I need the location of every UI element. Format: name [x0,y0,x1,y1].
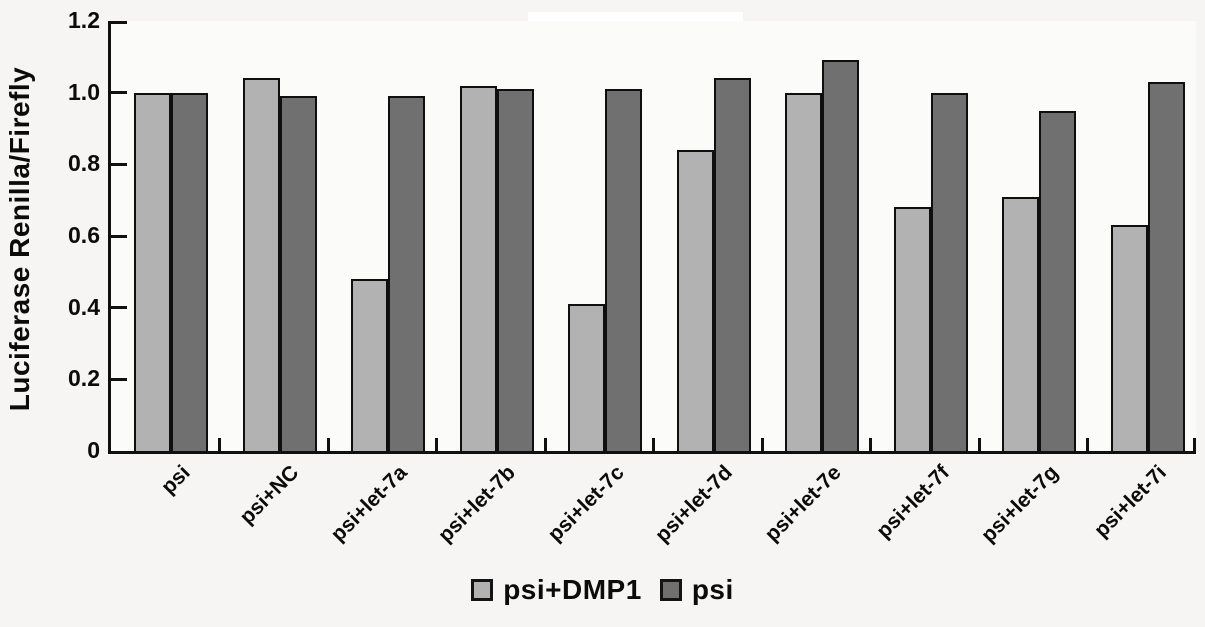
bar-psi-dmp1-psi-nc [242,78,280,451]
x-label-psi-nc: psi+NC [235,461,304,529]
x-label-psi-let-7e: psi+let-7e [760,461,846,547]
bar-psi-psi-let-7a [388,96,426,451]
x-label-psi: psi [156,461,195,499]
legend-label-psi: psi [691,574,734,605]
bar-psi-dmp1-psi [134,92,172,451]
x-tick-8 [977,438,981,451]
bar-psi-psi [171,92,209,451]
x-label-psi-let-7b: psi+let-7b [434,461,521,548]
plot-area [108,21,1196,454]
y-tick-label-0.4: 0.4 [68,293,100,320]
bar-psi-dmp1-psi-let-7a [351,279,389,451]
bar-psi-dmp1-psi-let-7c [568,304,606,451]
y-tick-label-0.6: 0.6 [68,222,100,248]
y-tick-label-1.2: 1.2 [68,7,100,33]
y-tick-1.2 [111,21,127,24]
x-label-psi-let-7d: psi+let-7d [651,461,738,548]
x-label-psi-let-7g: psi+let-7g [976,461,1063,548]
bar-psi-dmp1-psi-let-7b [459,85,497,451]
bar-psi-psi-let-7e [822,60,860,451]
x-label-psi-let-7i: psi+let-7i [1089,461,1172,543]
y-tick-0.6 [111,234,127,238]
x-tick-10 [1193,438,1196,451]
bar-psi-dmp1-psi-let-7g [1002,196,1040,451]
y-tick-1.0 [111,91,127,95]
y-tick-0.8 [111,162,127,166]
y-tick-label-0: 0 [87,437,100,463]
x-tick-2 [326,438,330,451]
legend-item-psi-dmp1: psi+DMP1 [471,574,642,606]
x-tick-7 [869,438,872,451]
legend-swatch-psi-dmp1-icon [471,579,494,601]
bar-psi-psi-let-7c [605,89,643,451]
legend: psi+DMP1 psi [0,570,1205,610]
legend-item-psi: psi [659,574,734,606]
bar-psi-dmp1-psi-let-7d [676,150,714,451]
bar-psi-dmp1-psi-let-7f [893,207,931,451]
bar-psi-psi-let-7b [496,89,534,451]
y-tick-label-0.8: 0.8 [68,150,100,177]
x-tick-9 [1086,438,1089,451]
x-axis-category-labels: psi psi+NC psi+let-7a psi+let-7b psi+let-7c p… [0,461,1205,571]
x-tick-1 [218,438,221,451]
x-tick-3 [435,438,438,451]
legend-label-psi-dmp1: psi+DMP1 [503,574,642,605]
x-label-psi-let-7a: psi+let-7a [326,461,412,547]
bar-psi-dmp1-psi-let-7e [785,92,823,451]
x-tick-4 [543,438,547,451]
bar-psi-psi-let-7g [1039,110,1077,451]
bar-psi-psi-nc [279,96,317,451]
y-tick-0.4 [111,306,127,310]
y-tick-label-0.2: 0.2 [68,365,100,392]
bar-psi-dmp1-psi-let-7i [1110,225,1148,451]
y-tick-label-1.0: 1.0 [68,78,100,105]
bar-psi-psi-let-7d [713,78,751,451]
bar-psi-psi-let-7i [1147,81,1185,451]
bar-psi-psi-let-7f [930,92,968,451]
x-label-psi-let-7f: psi+let-7f [872,461,955,543]
x-tick-6 [760,438,764,451]
x-tick-5 [652,438,655,451]
legend-swatch-psi-icon [659,579,682,601]
x-label-psi-let-7c: psi+let-7c [543,461,629,547]
y-tick-0.2 [111,377,127,381]
